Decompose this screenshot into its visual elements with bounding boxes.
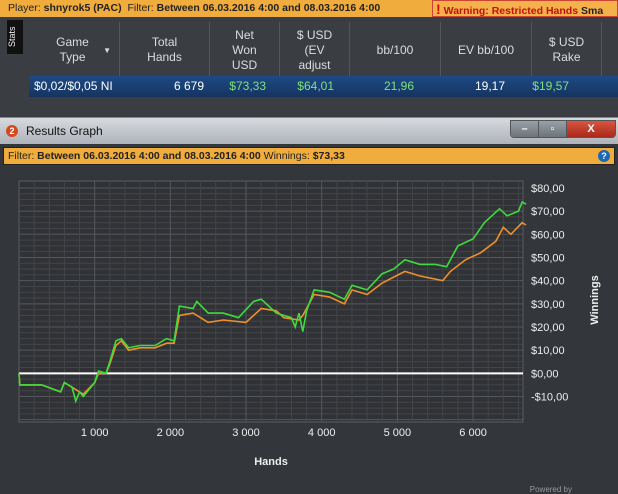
sort-arrow-icon[interactable]: ▼	[103, 45, 111, 55]
col-rake[interactable]: $ USD Rake	[532, 22, 602, 78]
y-tick-label: $60,00	[531, 229, 565, 241]
y-tick-label: $50,00	[531, 252, 565, 264]
y-tick-label: $80,00	[531, 183, 565, 195]
powered-by: Powered by	[529, 485, 572, 494]
player-label: Player:	[8, 2, 41, 14]
col-ev-bb100[interactable]: EV bb/100	[441, 22, 532, 78]
x-tick-label: 6 000	[459, 427, 487, 439]
cell-ev-adjusted: $64,01	[297, 79, 334, 93]
help-icon[interactable]: ?	[598, 150, 610, 162]
col-game-type[interactable]: Game Type ▼	[26, 22, 120, 78]
y-tick-label: $70,00	[531, 206, 565, 218]
x-tick-label: 4 000	[308, 427, 336, 439]
warning-text: Warning: Restricted Hands	[443, 5, 579, 17]
x-axis-label: Hands	[254, 456, 288, 468]
cell-rake: $19,57	[532, 79, 569, 93]
cell-total-hands: 6 679	[173, 79, 204, 93]
filter-text: Between 06.03.2016 4:00 and 08.03.2016 4…	[156, 2, 381, 14]
plot-area	[18, 180, 524, 423]
maximize-button[interactable]: ▫	[539, 121, 567, 137]
warning-tail: Sma	[580, 5, 604, 17]
col-net-won[interactable]: Net Won USD	[210, 22, 280, 78]
player-name: shnyrok5 (PAC)	[43, 2, 122, 14]
filter-text: Between 06.03.2016 4:00 and 08.03.2016 4…	[37, 150, 261, 162]
player-filter-bar: Player: shnyrok5 (PAC) Filter: Between 0…	[0, 0, 618, 17]
winnings-label: Winnings:	[263, 150, 310, 162]
window-title: Results Graph	[26, 124, 103, 138]
warning-icon: !	[436, 1, 441, 17]
cell-net-won: $73,33	[229, 79, 266, 93]
net-won-line	[18, 200, 527, 404]
y-tick-label: -$10,00	[531, 392, 568, 404]
filter-label: Filter:	[127, 2, 154, 14]
graph-filter-bar: Filter: Between 06.03.2016 4:00 and 08.0…	[3, 147, 615, 165]
x-tick-label: 5 000	[384, 427, 412, 439]
y-axis-label: Winnings	[589, 275, 601, 324]
col-bb100[interactable]: bb/100	[350, 22, 441, 78]
col-total-hands[interactable]: Total Hands	[120, 22, 210, 78]
table-header: Game Type ▼ Total Hands Net Won USD $ USD…	[26, 18, 602, 78]
y-tick-label: $40,00	[531, 276, 565, 288]
winnings-value: $73,33	[312, 150, 345, 162]
x-tick-label: 2 000	[157, 427, 185, 439]
table-row[interactable]: $0,02/$0,05 NI 6 679 $73,33 $64,01 21,96…	[29, 76, 618, 97]
cell-bb100: 21,96	[383, 79, 414, 93]
y-tick-label: $30,00	[531, 299, 565, 311]
filter-label: Filter:	[8, 150, 35, 162]
y-tick-label: $0,00	[531, 368, 559, 380]
app-icon: 2	[6, 125, 18, 137]
close-button[interactable]: X	[567, 121, 615, 137]
x-tick-label: 3 000	[232, 427, 260, 439]
y-tick-label: $10,00	[531, 345, 565, 357]
minimize-button[interactable]: –	[511, 121, 539, 137]
warning-badge[interactable]: ! Warning: Restricted Hands Sma	[432, 0, 618, 17]
cell-ev-bb100: 19,17	[474, 79, 505, 93]
window-titlebar[interactable]: 2 Results Graph – ▫ X	[0, 118, 618, 144]
x-tick-label: 1 000	[81, 427, 109, 439]
col-ev-adjusted[interactable]: $ USD (EV adjust	[280, 22, 350, 78]
y-tick-label: $20,00	[531, 322, 565, 334]
cell-game-type: $0,02/$0,05 NI	[34, 79, 113, 93]
